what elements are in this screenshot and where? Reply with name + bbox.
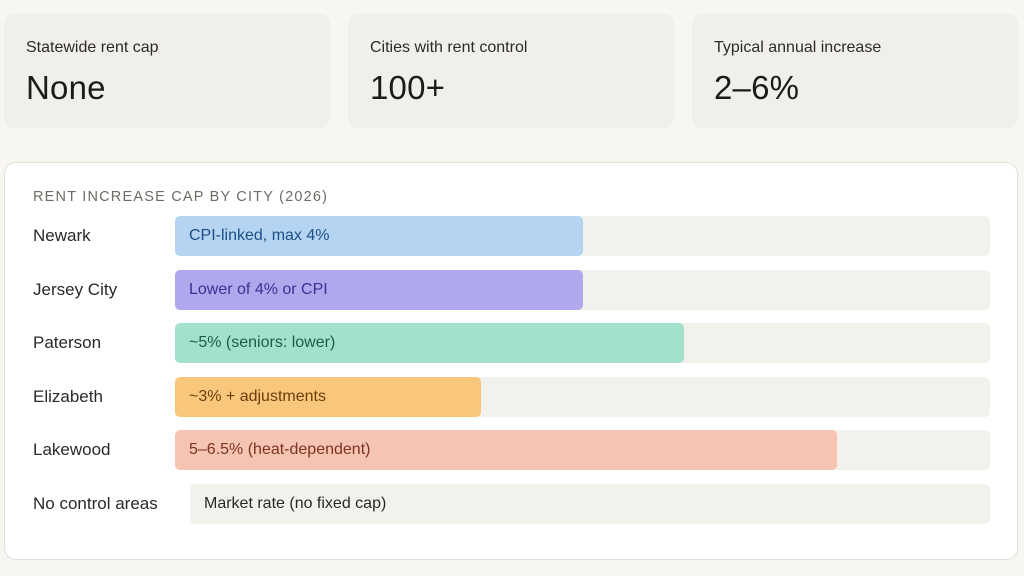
stat-value: None bbox=[26, 69, 106, 106]
chart-row: Paterson ~5% (seniors: lower) bbox=[5, 323, 1019, 364]
category-label: Paterson bbox=[33, 333, 102, 353]
bar bbox=[175, 269, 583, 310]
category-label: Newark bbox=[33, 226, 91, 245]
stats-row: Statewide rent cap None Cities with rent… bbox=[4, 14, 1018, 128]
data-label: Lower of 4% or CPI bbox=[189, 280, 328, 298]
chart-row: No control areas Market rate (no fixed ca… bbox=[5, 484, 1019, 524]
bar-track: Lower of 4% or CPI bbox=[175, 269, 990, 310]
category-label: Lakewood bbox=[33, 440, 111, 460]
stat-label: Cities with rent control bbox=[370, 39, 528, 56]
bar-track: CPI-linked, max 4% bbox=[175, 216, 990, 256]
stat-value: 100+ bbox=[370, 69, 446, 106]
stat-card-statewide-cap: Statewide rent cap None bbox=[4, 14, 330, 128]
data-label: Market rate (no fixed cap) bbox=[204, 495, 387, 512]
data-label: ~3% + adjustments bbox=[189, 387, 326, 405]
stat-label: Statewide rent cap bbox=[26, 39, 159, 56]
bar-track: 5–6.5% (heat-dependent) bbox=[175, 430, 990, 471]
data-label: 5–6.5% (heat-dependent) bbox=[189, 441, 371, 459]
category-label: No control areas bbox=[33, 494, 158, 513]
stat-card-typical-increase: Typical annual increase 2–6% bbox=[692, 14, 1018, 128]
bar bbox=[175, 430, 838, 471]
bar bbox=[175, 376, 481, 417]
bar bbox=[175, 323, 685, 364]
bar-track: ~5% (seniors: lower) bbox=[175, 323, 990, 364]
bar-track: Market rate (no fixed cap) bbox=[190, 484, 990, 524]
bar bbox=[175, 216, 583, 256]
stat-label: Typical annual increase bbox=[714, 39, 882, 56]
chart-row: Jersey City Lower of 4% or CPI bbox=[5, 269, 1019, 310]
chart-title: RENT INCREASE CAP BY CITY (2026) bbox=[33, 189, 329, 205]
data-label: ~5% (seniors: lower) bbox=[189, 334, 336, 352]
bar-track: ~3% + adjustments bbox=[175, 376, 990, 417]
category-label: Elizabeth bbox=[33, 386, 103, 406]
chart-row: Newark CPI-linked, max 4% bbox=[5, 216, 1019, 256]
stat-value: 2–6% bbox=[714, 69, 800, 106]
chart-row: Lakewood 5–6.5% (heat-dependent) bbox=[5, 430, 1019, 471]
category-label: Jersey City bbox=[33, 279, 118, 299]
chart-row: Elizabeth ~3% + adjustments bbox=[5, 376, 1019, 417]
rent-cap-chart: RENT INCREASE CAP BY CITY (2026) Newark C… bbox=[4, 162, 1018, 560]
stat-card-cities-rent-control: Cities with rent control 100+ bbox=[348, 14, 674, 128]
data-label: CPI-linked, max 4% bbox=[189, 227, 330, 244]
